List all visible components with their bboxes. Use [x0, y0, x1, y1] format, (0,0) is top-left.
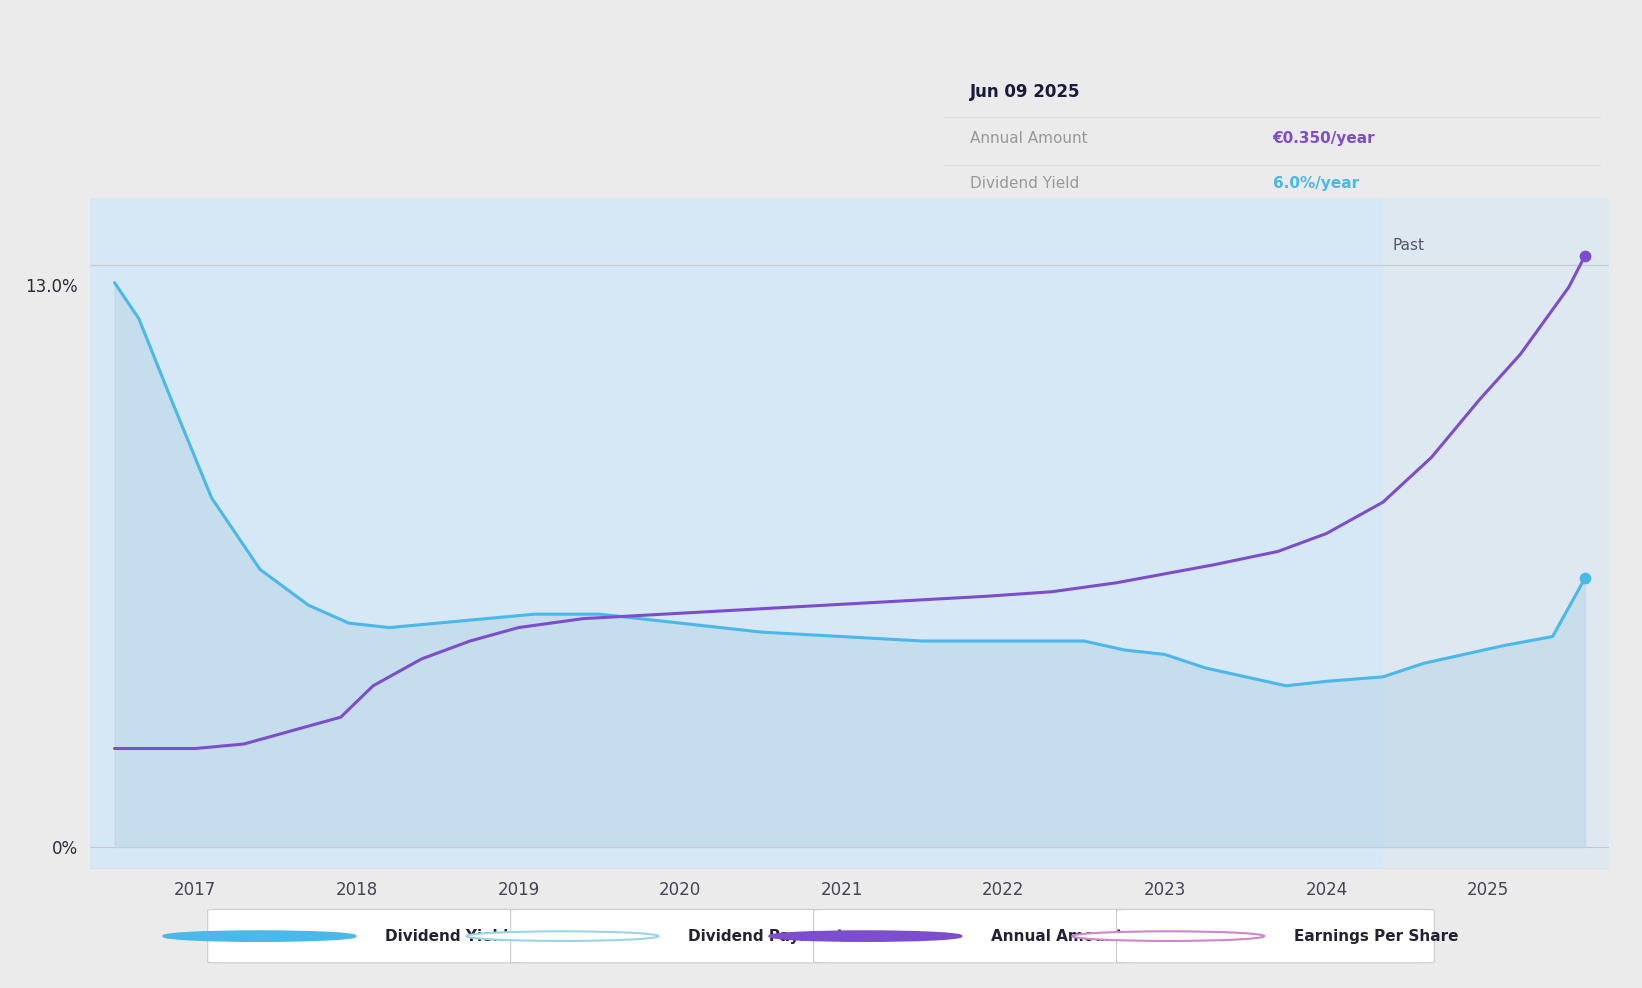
Text: €0.350/year: €0.350/year — [1273, 131, 1376, 146]
Text: Jun 09 2025: Jun 09 2025 — [970, 83, 1080, 101]
Text: Dividend Yield: Dividend Yield — [384, 929, 509, 944]
Circle shape — [164, 932, 356, 941]
Point — [1571, 248, 1598, 264]
FancyBboxPatch shape — [814, 909, 1131, 962]
Circle shape — [770, 932, 962, 941]
Text: Dividend Yield: Dividend Yield — [970, 176, 1080, 191]
Text: 0%: 0% — [53, 840, 79, 859]
Text: Earnings Per Share: Earnings Per Share — [1294, 929, 1458, 944]
Text: 6.0%/year: 6.0%/year — [1273, 176, 1358, 191]
Text: Annual Amount: Annual Amount — [970, 131, 1089, 146]
Text: 13.0%: 13.0% — [26, 279, 79, 296]
Point — [1571, 570, 1598, 586]
Circle shape — [1072, 932, 1264, 941]
FancyBboxPatch shape — [207, 909, 525, 962]
FancyBboxPatch shape — [511, 909, 829, 962]
Text: Dividend Payments: Dividend Payments — [688, 929, 852, 944]
FancyBboxPatch shape — [1117, 909, 1435, 962]
Text: Annual Amount: Annual Amount — [992, 929, 1123, 944]
Bar — [1383, 198, 1609, 869]
Text: Past: Past — [1392, 238, 1425, 253]
Circle shape — [466, 932, 658, 941]
